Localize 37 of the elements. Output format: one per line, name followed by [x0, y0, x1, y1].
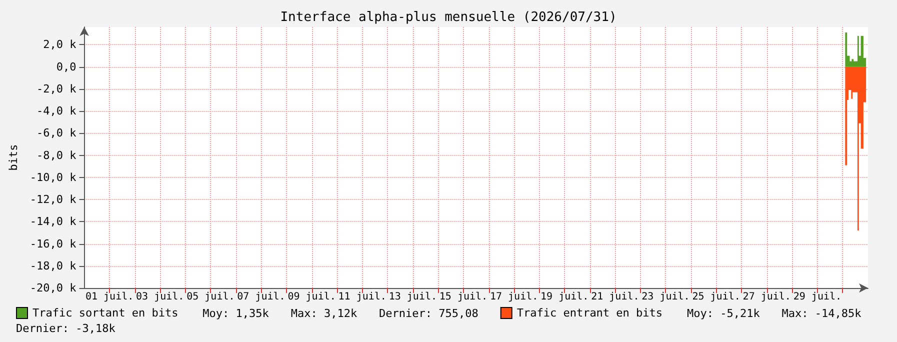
y-axis-title: bits	[7, 144, 20, 171]
y-tick-label: -18,0 k	[30, 259, 77, 272]
y-tick-label: 2,0 k	[43, 38, 77, 52]
x-tick-label: 01 juil.	[85, 292, 134, 302]
x-tick-label: 13 juil.	[388, 292, 438, 302]
y-tick-label: -8,0 k	[36, 148, 77, 162]
text: Max: -14,85k	[782, 307, 862, 320]
x-tick-label: 29 juil.	[793, 292, 842, 302]
chart-title: Interface alpha-plus mensuelle (2026/07/31)	[280, 10, 617, 25]
text: Moy: -5,21k	[686, 307, 760, 320]
y-tick-label: -14,0 k	[30, 215, 77, 228]
x-tick-label: 07 juil.	[237, 292, 286, 302]
legend-label: Trafic sortant en bits	[32, 306, 178, 320]
x-tick-label: 25 juil.	[692, 292, 740, 302]
y-tick-label: -12,0 k	[30, 193, 77, 206]
x-tick-label: 19 juil.	[540, 292, 589, 302]
x-tick-label: 27 juil.	[742, 292, 791, 302]
x-tick-label: 03 juil.	[136, 292, 184, 302]
x-tick-label: 11 juil.	[338, 292, 386, 302]
text: Moy: 1,35k	[202, 307, 270, 320]
y-tick-label: -20,0 k	[30, 282, 77, 294]
x-tick-label: 21 juil.	[591, 292, 640, 302]
y-tick-label: -6,0 k	[36, 126, 77, 140]
x-tick-label: 17 juil.	[490, 292, 538, 302]
legend-label: Trafic entrant en bits	[516, 306, 663, 320]
y-tick-label: -16,0 k	[30, 237, 77, 250]
y-tick-label: -4,0 k	[36, 104, 77, 118]
y-tick-label: -10,0 k	[30, 170, 77, 184]
text: Dernier: 755,08	[379, 307, 478, 320]
y-tick-label: -2,0 k	[36, 82, 77, 96]
y-tick-label: 0,0	[56, 60, 76, 74]
x-tick-label: 15 juil.	[439, 292, 488, 302]
x-tick-label: 23 juil.	[642, 292, 690, 302]
x-tick-label: 09 juil.	[288, 292, 336, 302]
text: Max: 3,12k	[290, 307, 358, 320]
text: Dernier: -3,18k	[16, 322, 116, 335]
x-tick-label: 05 juil.	[186, 292, 235, 302]
